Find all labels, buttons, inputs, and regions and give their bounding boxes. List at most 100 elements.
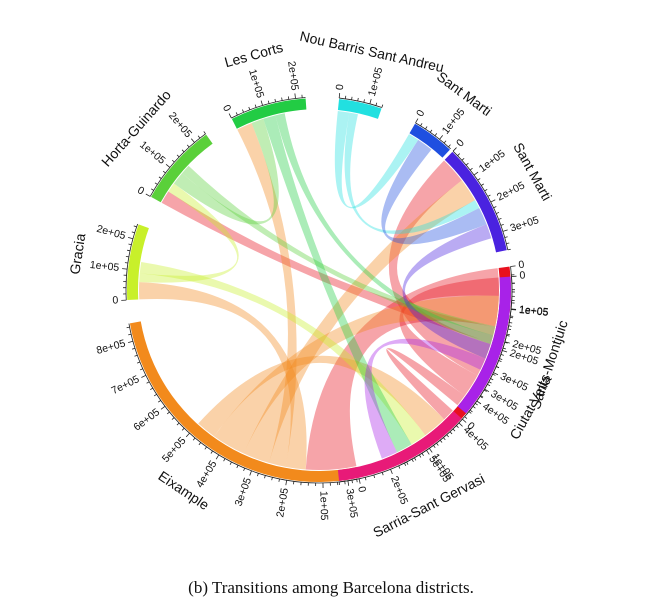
major-tick (185, 432, 190, 438)
minor-tick (404, 462, 407, 466)
minor-tick (487, 194, 491, 197)
minor-tick (418, 454, 422, 458)
tick-label: 1e+05 (246, 68, 266, 100)
major-tick (504, 341, 510, 344)
ribbon-nou-barris-sant-andreu-to-sant-marti (334, 110, 419, 209)
minor-tick (508, 325, 512, 327)
minor-tick (507, 328, 512, 330)
major-tick (439, 135, 444, 140)
minor-tick (499, 358, 503, 360)
minor-tick (436, 442, 439, 446)
minor-tick (411, 458, 414, 462)
ribbon-ciutat-vella-to-horta-guinardo (161, 191, 496, 343)
sector-nou-barris-sant-andreu[interactable] (337, 99, 382, 119)
major-tick (458, 422, 463, 427)
minor-tick (271, 477, 273, 481)
major-tick (285, 480, 288, 486)
minor-tick (126, 326, 130, 329)
tick-label: 7e+05 (109, 373, 141, 397)
minor-tick (500, 353, 504, 356)
tick-axis-sants-montjuic (466, 276, 513, 415)
tick-label: 1e+05 (518, 304, 549, 319)
minor-tick (506, 242, 510, 245)
ribbon-les-corts-to-sarria-sant-gervasi (263, 115, 412, 453)
minor-tick (406, 461, 409, 465)
minor-tick (448, 144, 451, 148)
minor-tick (465, 162, 469, 166)
minor-tick (351, 96, 353, 100)
minor-tick (146, 381, 150, 384)
minor-tick (480, 395, 484, 398)
sector-sant-marti[interactable] (409, 123, 450, 158)
minor-tick (223, 458, 226, 462)
ribbon-gracia-to-horta-guinardo (139, 183, 239, 283)
sector-sarria-sant-gervasi[interactable] (337, 411, 462, 481)
minor-tick (439, 439, 443, 443)
minor-tick (500, 224, 504, 226)
minor-tick (421, 453, 424, 456)
tick-axis-gracia (125, 223, 139, 301)
major-tick (462, 418, 467, 423)
minor-tick (181, 427, 185, 431)
major-tick (502, 350, 508, 353)
tick-label: 2e+05 (388, 474, 410, 506)
minor-tick (150, 387, 154, 391)
minor-tick (504, 236, 508, 238)
minor-tick (162, 170, 166, 174)
major-tick (452, 147, 457, 152)
minor-tick (198, 442, 202, 446)
minor-tick (420, 123, 423, 127)
major-tick (249, 470, 252, 476)
minor-tick (131, 231, 135, 234)
sector-label-les-corts: Les Corts (223, 39, 285, 70)
tick-label: 8e+05 (95, 337, 127, 356)
major-tick (294, 93, 296, 99)
minor-tick (176, 422, 180, 426)
major-tick (390, 469, 393, 475)
minor-tick (166, 411, 170, 415)
sector-gracia[interactable] (127, 224, 149, 301)
sector-label-gracia: Gracia (66, 232, 88, 275)
ribbon-eixample-to-sants-montjuic (214, 295, 499, 454)
minor-tick (171, 159, 175, 163)
minor-tick (452, 428, 456, 432)
minor-tick (356, 479, 358, 483)
minor-tick (484, 189, 488, 192)
sector-sants-montjuic[interactable] (457, 276, 511, 414)
ribbon-sants-montjuic-to-sarria-sant-gervasi (364, 338, 486, 459)
ribbon-eixample-to-les-corts (237, 123, 297, 467)
sector-sant-marti[interactable] (444, 151, 507, 253)
sector-eixample[interactable] (129, 321, 359, 482)
minor-tick (176, 154, 180, 158)
major-tick (426, 450, 430, 455)
major-tick (215, 454, 220, 460)
minor-tick (127, 249, 131, 252)
tick-label: 2e+05 (285, 60, 301, 91)
major-tick (476, 400, 482, 405)
minor-tick (248, 106, 251, 110)
minor-tick (506, 333, 510, 336)
minor-tick (483, 389, 487, 392)
minor-tick (449, 431, 453, 435)
tick-label: 0 (355, 485, 368, 493)
major-tick (415, 118, 419, 124)
minor-tick (469, 167, 473, 171)
sector-les-corts[interactable] (231, 98, 307, 129)
sector-horta-guinardo[interactable] (151, 134, 213, 203)
major-tick (358, 478, 361, 484)
major-tick (429, 448, 433, 453)
minor-tick (236, 465, 239, 469)
ribbon-eixample-to-gracia (139, 282, 307, 470)
minor-tick (446, 434, 449, 438)
minor-tick (192, 437, 196, 441)
minor-tick (158, 176, 162, 179)
minor-tick (398, 465, 401, 469)
sector-label-nou-barris-sant-andreu: Nou Barris Sant Andreu (298, 28, 445, 75)
minor-tick (186, 144, 190, 148)
minor-tick (443, 437, 446, 441)
major-tick (502, 229, 508, 232)
minor-tick (492, 373, 496, 376)
minor-tick (210, 450, 213, 454)
ribbon-horta-guinardo-to-les-corts (173, 118, 279, 225)
minor-tick (128, 243, 132, 246)
